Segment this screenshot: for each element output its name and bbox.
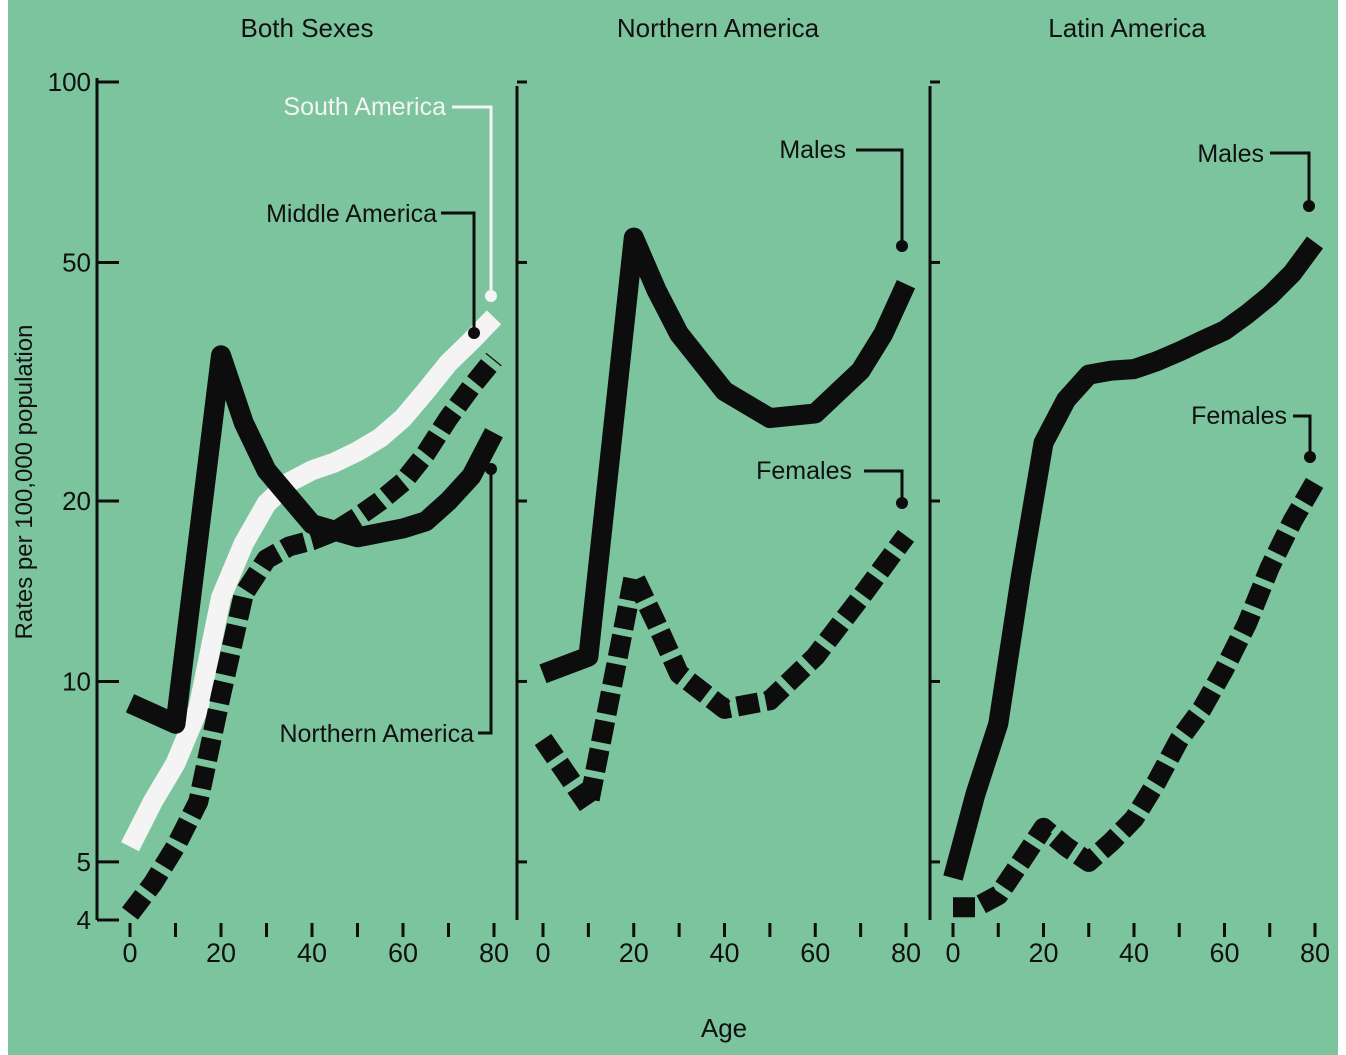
marker-females bbox=[1304, 451, 1316, 463]
annotation-northern-america: Northern America bbox=[279, 720, 474, 748]
y-tick-label: 100 bbox=[48, 67, 91, 97]
leader-northern-america bbox=[478, 469, 493, 735]
x-tick-label: 40 bbox=[1119, 938, 1149, 968]
marker-northern-america bbox=[485, 463, 497, 475]
chart-background bbox=[8, 0, 1338, 1055]
x-tick-label: 20 bbox=[619, 938, 649, 968]
series-line-northern-america bbox=[125, 345, 503, 734]
series-line-males bbox=[943, 236, 1324, 881]
annotation-males: Males bbox=[1197, 140, 1264, 168]
annotation-males: Males bbox=[779, 136, 846, 164]
x-tick-label: 20 bbox=[206, 938, 236, 968]
panel-title: Both Sexes bbox=[241, 13, 374, 43]
x-ticks: 0 20 40 60 80 bbox=[122, 923, 509, 968]
series-line-males bbox=[539, 227, 916, 684]
leader-middle-america bbox=[441, 211, 476, 333]
y-ticks bbox=[930, 80, 940, 864]
y-tick-label: 20 bbox=[62, 486, 91, 516]
leader-south-america bbox=[452, 105, 493, 296]
series-lines bbox=[943, 236, 1324, 918]
x-tick-label: 60 bbox=[800, 938, 830, 968]
y-ticks: 4 5 10 20 50 100 bbox=[48, 67, 119, 935]
x-tick-label: 0 bbox=[945, 938, 960, 968]
y-ticks bbox=[517, 80, 527, 864]
annotations-northern-america: Males Females bbox=[756, 136, 908, 509]
x-axis-title: Age bbox=[701, 1013, 747, 1043]
series-line-south-america bbox=[121, 310, 502, 852]
series-line-females bbox=[534, 529, 915, 816]
x-tick-label: 80 bbox=[1300, 938, 1330, 968]
leader-males bbox=[856, 148, 904, 246]
x-ticks: 0 20 40 60 80 bbox=[535, 923, 921, 968]
y-axis-title: Rates per 100,000 population bbox=[11, 325, 38, 640]
annotation-south-america: South America bbox=[283, 93, 446, 121]
annotation-females: Females bbox=[1191, 402, 1287, 430]
panel-both-sexes: 4 5 10 20 50 100 0 20 40 60 80 Both Sexes bbox=[48, 13, 509, 968]
x-tick-label: 20 bbox=[1028, 938, 1058, 968]
series-line-females bbox=[953, 477, 1324, 918]
panel-title: Latin America bbox=[1048, 13, 1206, 43]
x-tick-label: 40 bbox=[297, 938, 327, 968]
annotations-latin-america: Males Females bbox=[1191, 140, 1316, 463]
leader-males bbox=[1270, 151, 1311, 206]
leader-females bbox=[864, 469, 904, 503]
series-lines bbox=[121, 310, 503, 920]
panel-northern-america: 0 20 40 60 80 Northern America bbox=[515, 13, 921, 968]
x-tick-label: 60 bbox=[1209, 938, 1239, 968]
x-tick-label: 0 bbox=[122, 938, 137, 968]
annotation-middle-america: Middle America bbox=[266, 200, 437, 228]
x-tick-label: 60 bbox=[388, 938, 418, 968]
panel-title: Northern America bbox=[617, 13, 820, 43]
marker-south-america bbox=[485, 290, 497, 302]
y-tick-label: 4 bbox=[77, 905, 91, 935]
annotations-both-sexes: South America Middle America Northern Am… bbox=[266, 93, 497, 748]
x-tick-label: 80 bbox=[479, 938, 509, 968]
marker-males bbox=[1303, 200, 1315, 212]
x-tick-label: 40 bbox=[709, 938, 739, 968]
x-tick-label: 80 bbox=[891, 938, 921, 968]
marker-females bbox=[896, 497, 908, 509]
panel-latin-america: 0 20 40 60 80 Latin America bbox=[928, 13, 1330, 968]
y-tick-label: 50 bbox=[62, 247, 91, 277]
series-lines bbox=[534, 227, 916, 816]
y-tick-label: 10 bbox=[62, 666, 91, 696]
x-ticks: 0 20 40 60 80 bbox=[945, 923, 1330, 968]
marker-middle-america bbox=[468, 327, 480, 339]
marker-males bbox=[896, 240, 908, 252]
x-tick-label: 0 bbox=[535, 938, 550, 968]
annotation-females: Females bbox=[756, 457, 852, 485]
series-line-middle-america bbox=[122, 352, 502, 920]
leader-females bbox=[1293, 414, 1312, 457]
y-tick-label: 5 bbox=[77, 847, 91, 877]
